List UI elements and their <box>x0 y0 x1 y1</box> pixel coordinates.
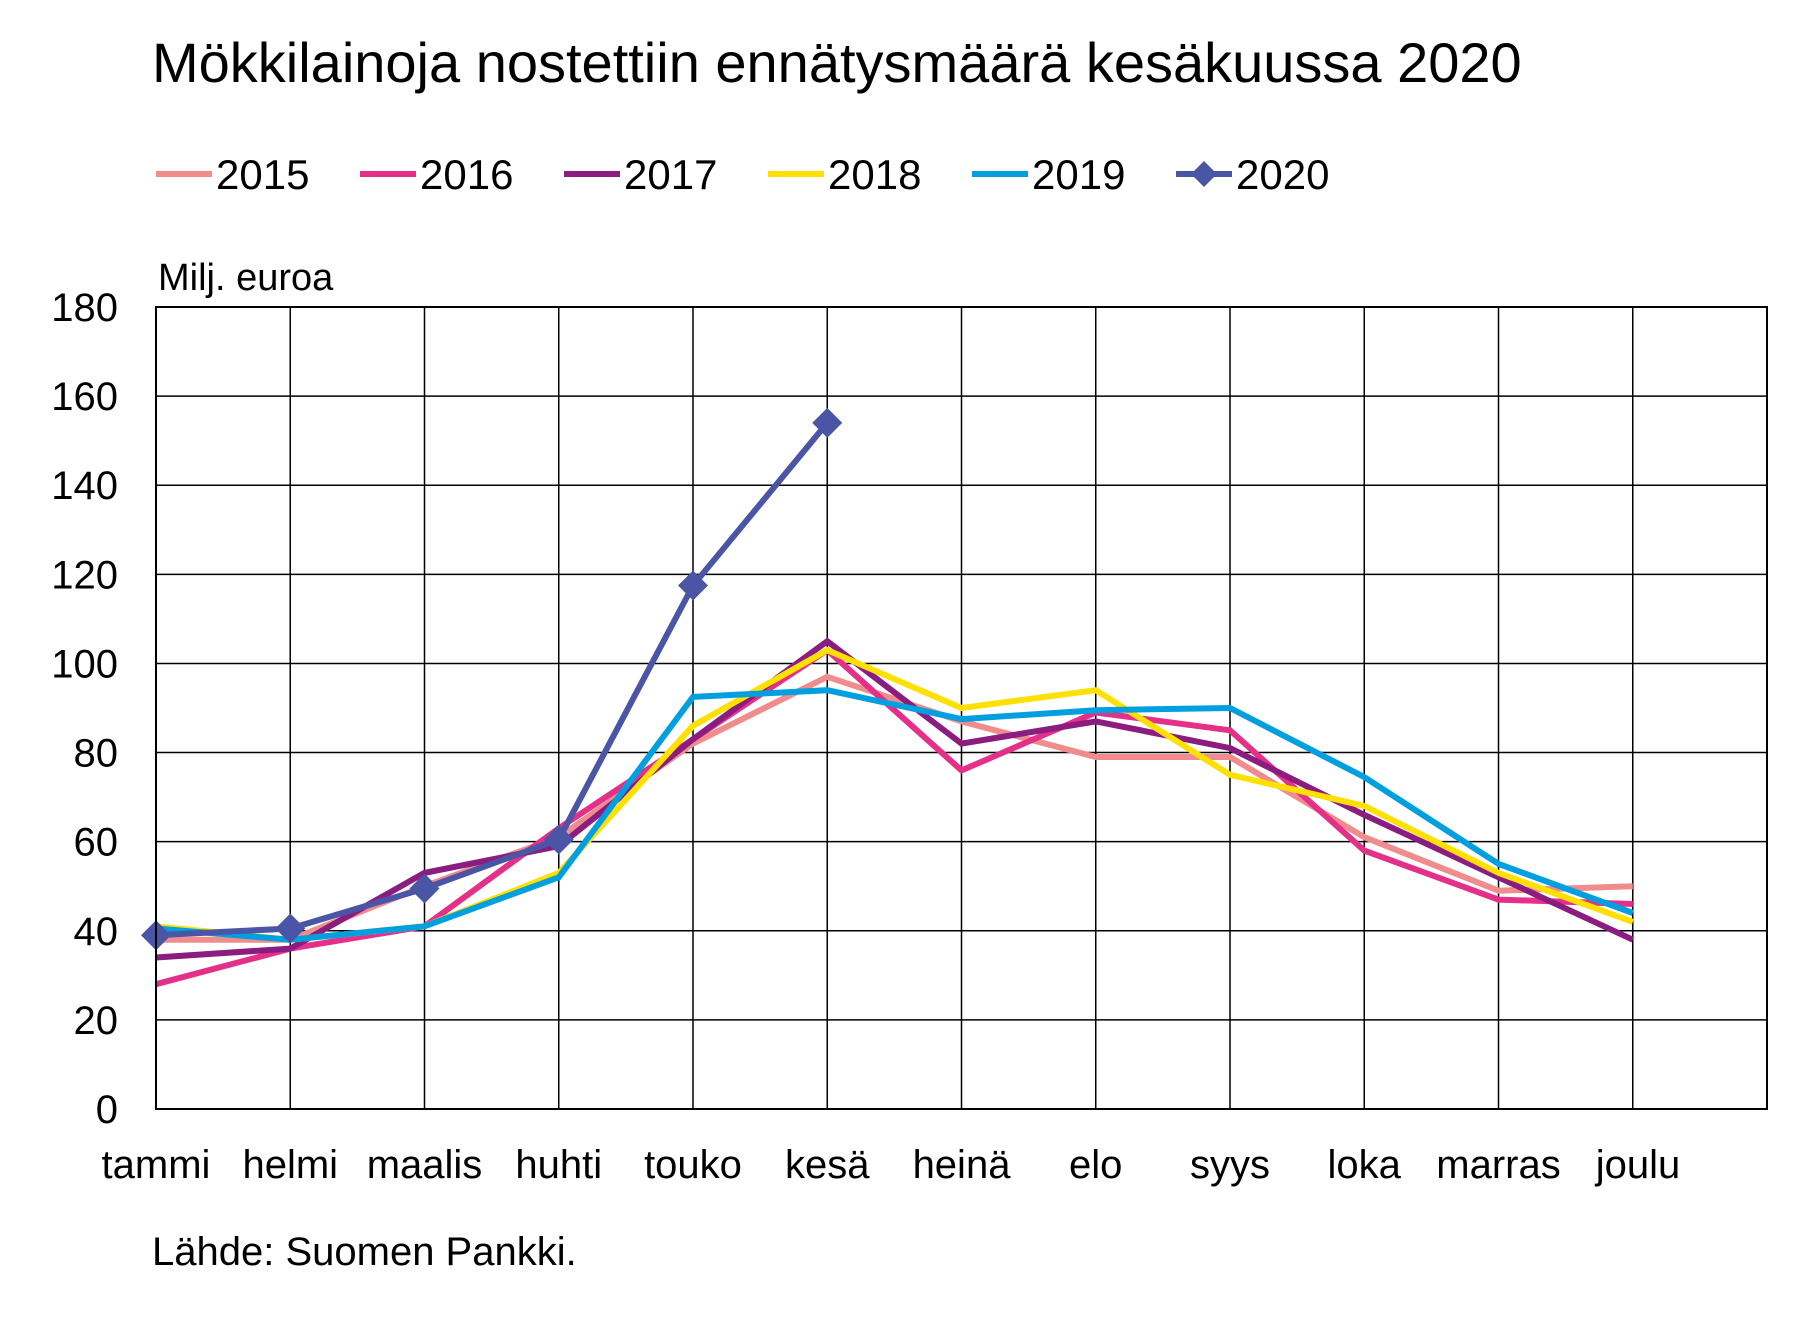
series-lines <box>155 420 1635 988</box>
markers <box>141 407 843 951</box>
series-line-2020 <box>155 420 830 939</box>
y-tick-label: 20 <box>74 999 119 1043</box>
x-tick-label: huhti <box>515 1143 602 1187</box>
legend-label-2017: 2017 <box>624 151 717 198</box>
x-tick-label: kesä <box>785 1143 870 1187</box>
legend-label-2015: 2015 <box>216 151 309 198</box>
x-tick-label: marras <box>1436 1143 1560 1187</box>
legend-marker-2020 <box>1191 161 1217 187</box>
data-point-2020 <box>275 913 306 944</box>
x-tick-label: heinä <box>913 1143 1012 1187</box>
x-tick-label: syys <box>1190 1143 1270 1187</box>
y-tick-label: 40 <box>74 910 119 954</box>
x-tick-label: elo <box>1069 1143 1122 1187</box>
y-tick-label: 100 <box>51 642 118 686</box>
plot-border <box>155 306 1768 1110</box>
y-tick-label: 0 <box>96 1088 118 1132</box>
data-point-2020 <box>409 873 440 904</box>
x-tick-label: tammi <box>102 1143 211 1187</box>
plot-frame <box>155 306 1768 1110</box>
legend-label-2020: 2020 <box>1236 151 1329 198</box>
x-tick-label: loka <box>1328 1143 1402 1187</box>
y-axis-unit-label: Milj. euroa <box>158 257 334 299</box>
x-tick-label: maalis <box>367 1143 483 1187</box>
data-point-2020 <box>678 570 708 601</box>
y-tick-label: 160 <box>51 375 118 419</box>
chart-title: Mökkilainoja nostettiin ennätysmäärä kes… <box>152 31 1522 94</box>
legend-label-2019: 2019 <box>1032 151 1125 198</box>
data-point-2020 <box>812 407 843 438</box>
legend-label-2018: 2018 <box>828 151 921 198</box>
series-line-2019 <box>155 687 1634 943</box>
data-point-2020 <box>543 824 574 855</box>
legend-label-2016: 2016 <box>420 151 513 198</box>
y-tick-label: 140 <box>51 464 118 508</box>
x-tick-label: touko <box>644 1143 742 1187</box>
y-tick-label: 180 <box>51 286 118 330</box>
y-tick-label: 80 <box>74 732 119 776</box>
grid <box>156 307 1767 1109</box>
y-tick-label: 120 <box>51 553 118 597</box>
y-tick-labels: 0 20 40 60 80 100 120 140 160 180 <box>51 286 118 1132</box>
legend: 2015 2016 2017 2018 2019 2020 <box>156 151 1329 198</box>
x-tick-label: joulu <box>1595 1143 1681 1187</box>
source-note: Lähde: Suomen Pankki. <box>152 1230 577 1274</box>
x-tick-labels: tammi helmi maalis huhti touko kesä heinä elo sy… <box>102 1143 1681 1187</box>
series-line-2017 <box>155 637 1635 961</box>
y-tick-label: 60 <box>74 821 119 865</box>
x-tick-label: helmi <box>242 1143 338 1187</box>
